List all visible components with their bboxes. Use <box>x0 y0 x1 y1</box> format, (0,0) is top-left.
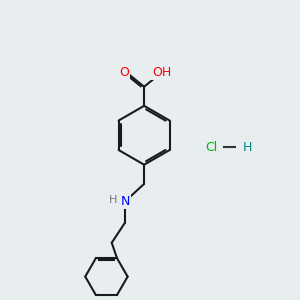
Text: O: O <box>119 66 129 79</box>
Text: Cl: Cl <box>206 141 218 154</box>
Text: H: H <box>108 195 117 205</box>
Text: OH: OH <box>152 66 171 79</box>
Text: H: H <box>242 141 252 154</box>
Text: N: N <box>120 195 130 208</box>
